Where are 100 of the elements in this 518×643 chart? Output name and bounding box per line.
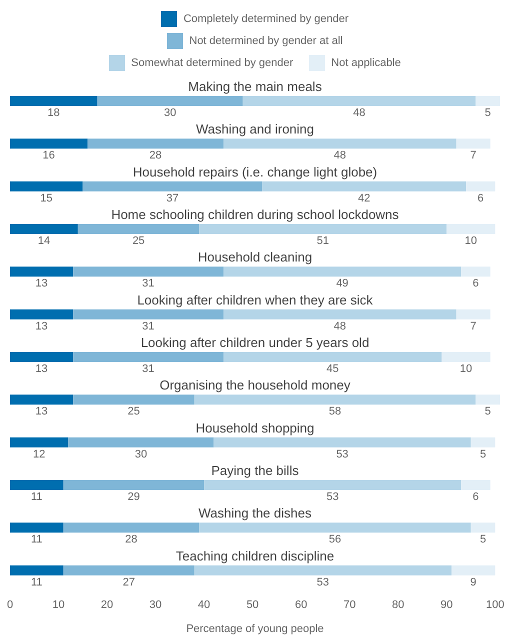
bar	[470, 437, 496, 448]
data-label: 30	[134, 448, 148, 460]
bar	[223, 266, 462, 277]
data-label: 6	[478, 192, 484, 204]
bar	[88, 138, 224, 149]
x-tick-label: 70	[343, 598, 356, 611]
bar	[446, 224, 496, 234]
x-tick-label: 40	[198, 598, 210, 611]
data-label: 37	[166, 192, 179, 204]
x-tick-label: 60	[294, 598, 308, 611]
data-label: 58	[328, 406, 342, 418]
data-label: 16	[42, 150, 55, 162]
bar	[73, 266, 224, 277]
bar	[10, 522, 64, 533]
legend-label: Not determined by gender at all	[189, 35, 343, 47]
bar	[194, 565, 452, 576]
bar	[63, 565, 194, 576]
data-label: 11	[30, 576, 42, 588]
data-label: 9	[470, 576, 476, 588]
data-label: 45	[326, 363, 339, 375]
bar	[10, 181, 83, 192]
data-label: 28	[125, 534, 138, 546]
data-label: 7	[470, 150, 476, 162]
bar	[73, 352, 224, 362]
data-label: 11	[30, 491, 42, 503]
bar	[442, 352, 490, 362]
data-label: 12	[32, 448, 46, 460]
y-tick-label: Washing and ironing	[196, 122, 314, 137]
bar	[73, 309, 224, 320]
bar	[223, 138, 456, 149]
data-label: 48	[334, 320, 346, 332]
y-tick-label: Home schooling children during school lockdowns	[111, 207, 400, 222]
x-tick-label: 90	[440, 598, 453, 611]
data-label: 5	[480, 534, 486, 546]
bar	[461, 266, 490, 277]
bar	[63, 480, 204, 490]
bar	[223, 352, 442, 362]
bar	[476, 394, 500, 405]
data-label: 25	[128, 406, 140, 418]
data-label: 30	[164, 107, 176, 119]
data-label: 6	[472, 491, 479, 503]
data-label: 13	[35, 406, 48, 418]
data-label: 49	[336, 278, 348, 290]
y-tick-label: Household cleaning	[198, 250, 312, 265]
data-label: 18	[48, 107, 60, 119]
bar	[63, 522, 200, 533]
y-tick-label: Washing the dishes	[198, 506, 312, 521]
data-label: 27	[122, 576, 135, 588]
data-label: 56	[328, 534, 342, 546]
bar	[10, 352, 74, 362]
bar	[10, 309, 74, 320]
data-label: 13	[35, 278, 48, 290]
bar	[223, 309, 456, 320]
bar	[82, 181, 262, 192]
data-label: 13	[35, 363, 48, 375]
bar	[97, 96, 243, 106]
data-label: 10	[460, 363, 472, 375]
x-tick-label: 0	[6, 598, 14, 611]
data-label: 13	[35, 320, 48, 332]
data-label: 53	[316, 576, 330, 588]
data-label: 5	[480, 448, 486, 460]
bar	[242, 96, 476, 106]
bar	[199, 224, 447, 234]
bar	[461, 480, 490, 490]
bar	[456, 309, 490, 320]
x-tick-label: 30	[149, 598, 162, 611]
y-tick-label: Teaching children discipline	[176, 548, 334, 564]
bar	[214, 437, 471, 448]
y-tick-label: Household repairs (i.e. change light globe)	[132, 164, 378, 180]
data-label: 7	[470, 320, 476, 332]
y-tick-label: Paying the bills	[211, 463, 300, 478]
legend-label: Completely determined by gender	[183, 13, 349, 25]
bar	[10, 480, 64, 490]
bar	[10, 96, 98, 106]
y-tick-label: Organising the household money	[160, 378, 351, 393]
bar	[204, 480, 462, 490]
data-label: 29	[128, 491, 140, 503]
bar	[78, 224, 200, 234]
data-label: 51	[316, 235, 330, 247]
data-label: 5	[484, 107, 491, 119]
legend-label: Somewhat determined by gender	[131, 57, 294, 69]
data-label: 48	[353, 107, 366, 119]
bar	[451, 565, 496, 576]
legend-label: Not applicable	[331, 57, 401, 69]
data-label: 25	[132, 235, 145, 247]
bar	[262, 181, 466, 192]
data-label: 48	[334, 150, 346, 162]
x-tick-label: 50	[246, 598, 259, 611]
data-label: 6	[472, 278, 479, 290]
data-label: 15	[40, 192, 53, 204]
x-tick-label: 10	[52, 598, 65, 611]
data-label: 11	[30, 534, 42, 546]
bar	[73, 394, 194, 405]
y-tick-label: Making the main meals	[188, 79, 322, 94]
data-label: 10	[464, 235, 478, 247]
bar	[10, 437, 68, 448]
y-tick-label: Looking after children under 5 years old	[140, 335, 370, 350]
data-label: 28	[149, 150, 162, 162]
y-tick-label: Looking after children when they are sick	[137, 292, 374, 308]
bar	[10, 138, 88, 149]
